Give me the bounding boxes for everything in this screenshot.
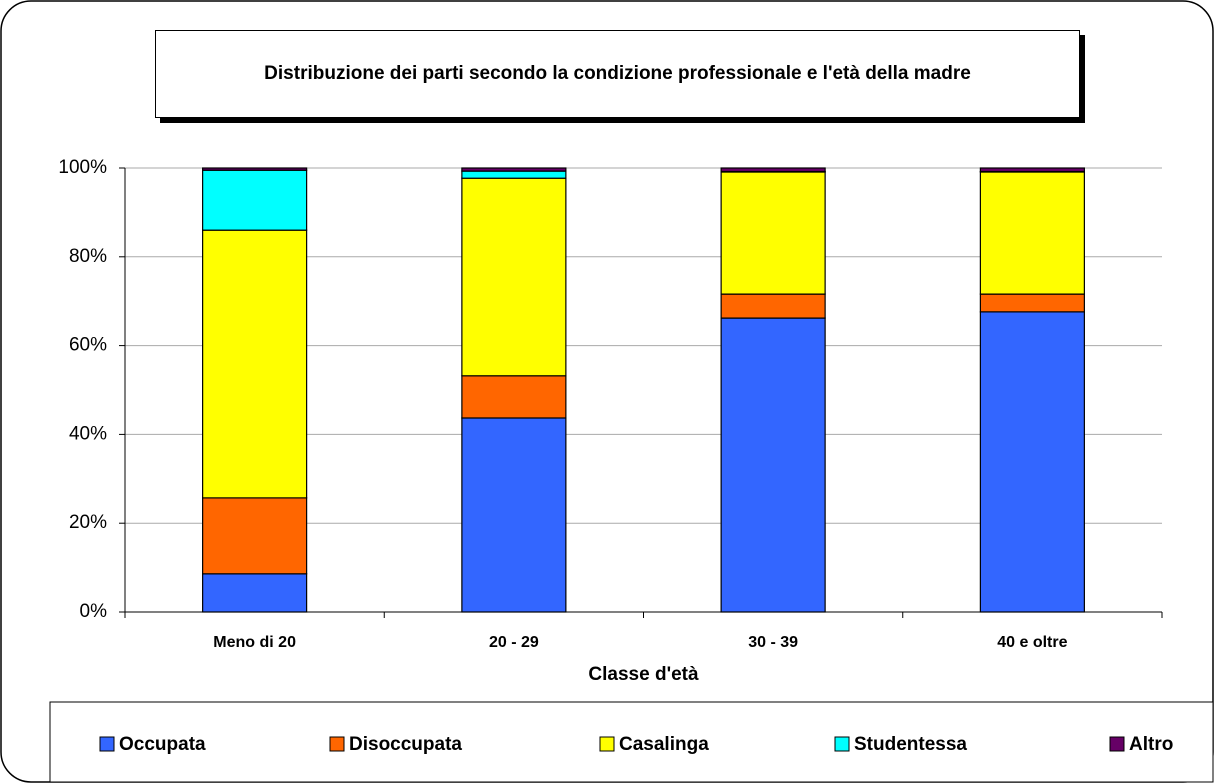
y-tick-label: 60% bbox=[69, 335, 107, 356]
y-tick-label: 20% bbox=[69, 512, 107, 533]
bar-segment bbox=[720, 167, 826, 173]
legend-swatch bbox=[834, 736, 850, 752]
bar-segment bbox=[979, 171, 1085, 295]
bar-segment bbox=[202, 169, 308, 231]
bar-segment bbox=[202, 497, 308, 575]
bar-segment bbox=[202, 167, 308, 171]
bar-segment bbox=[202, 573, 308, 613]
legend-swatch bbox=[1109, 736, 1125, 752]
x-tick-label: 30 - 39 bbox=[748, 634, 798, 651]
bar-segment bbox=[979, 293, 1085, 313]
y-tick-label: 0% bbox=[80, 601, 108, 622]
legend-box bbox=[49, 701, 1214, 783]
legend-swatch bbox=[329, 736, 345, 752]
y-tick-label: 100% bbox=[58, 157, 107, 178]
bar-segment bbox=[720, 171, 826, 295]
bar-segment bbox=[461, 167, 567, 172]
legend-label: Altro bbox=[1129, 734, 1173, 755]
bar-segment bbox=[461, 177, 567, 377]
chart-title: Distribuzione dei parti secondo la condi… bbox=[155, 30, 1080, 118]
x-tick-label: Meno di 20 bbox=[213, 634, 296, 651]
bar-segment bbox=[461, 375, 567, 419]
y-tick-label: 40% bbox=[69, 423, 107, 444]
bar-segment bbox=[461, 417, 567, 613]
legend-label: Studentessa bbox=[854, 734, 967, 755]
legend-label: Disoccupata bbox=[349, 734, 462, 755]
x-tick-label: 20 - 29 bbox=[489, 634, 539, 651]
y-tick-label: 80% bbox=[69, 246, 107, 267]
bar-segment bbox=[720, 293, 826, 319]
legend-label: Casalinga bbox=[619, 734, 709, 755]
bar-segment bbox=[720, 317, 826, 613]
legend-swatch bbox=[99, 736, 115, 752]
legend-label: Occupata bbox=[119, 734, 206, 755]
x-tick-label: 40 e oltre bbox=[997, 634, 1067, 651]
bar-segment bbox=[202, 229, 308, 499]
bar-segment bbox=[979, 311, 1085, 613]
bar-segment bbox=[461, 170, 567, 179]
legend-swatch bbox=[599, 736, 615, 752]
x-axis-label: Classe d'età bbox=[588, 664, 699, 685]
bar-segment bbox=[979, 167, 1085, 173]
